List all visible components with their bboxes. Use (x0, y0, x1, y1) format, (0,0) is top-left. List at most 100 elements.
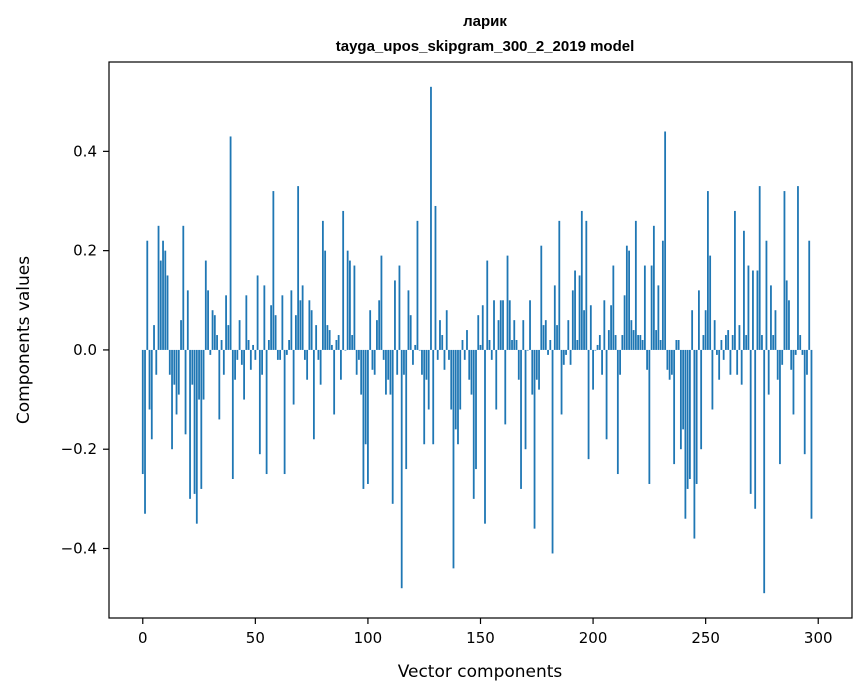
bar (698, 290, 700, 350)
bar (790, 349, 793, 370)
bar (655, 330, 658, 350)
bar (335, 340, 338, 350)
bar (745, 335, 748, 350)
bar (612, 265, 615, 350)
bar (412, 349, 414, 365)
bar (218, 349, 221, 420)
bar (351, 335, 354, 350)
bar (511, 340, 513, 350)
bar (378, 300, 381, 350)
bar (718, 349, 721, 380)
bar (238, 320, 241, 350)
bar (436, 349, 439, 360)
bar (540, 245, 543, 350)
bar (439, 320, 441, 350)
bar (650, 265, 653, 350)
bar (279, 349, 282, 360)
bar (290, 290, 293, 350)
bar (256, 275, 259, 350)
bar (315, 325, 318, 350)
bar (761, 335, 763, 350)
bar (785, 280, 788, 350)
bar (776, 349, 779, 380)
bar (562, 349, 565, 365)
y-axis-label: Components values (14, 256, 34, 424)
bar (479, 344, 482, 350)
bar (736, 349, 739, 375)
bar (704, 310, 707, 350)
bar (349, 260, 351, 350)
bar (571, 290, 574, 350)
bar (225, 295, 227, 350)
bar (398, 265, 401, 350)
bar (637, 335, 640, 350)
bar (808, 240, 811, 350)
bar (162, 240, 164, 350)
bar (193, 349, 196, 494)
bar (661, 240, 664, 350)
bar (364, 349, 367, 445)
bar (513, 320, 516, 350)
bar (448, 349, 450, 360)
bar (247, 340, 250, 350)
bar (418, 349, 421, 351)
bar (400, 349, 403, 589)
bar (517, 349, 520, 380)
bar (488, 340, 491, 350)
bar (639, 335, 642, 350)
bar (675, 340, 678, 350)
bar (270, 305, 273, 350)
bar-series (141, 86, 813, 594)
bar (468, 349, 471, 380)
bar (765, 240, 768, 350)
bar (403, 349, 405, 375)
bar (182, 225, 185, 350)
bar (643, 265, 646, 350)
bar (407, 290, 410, 350)
bar (427, 349, 430, 410)
bar (688, 349, 691, 479)
bar (538, 349, 540, 390)
bar (594, 349, 597, 351)
bar (794, 349, 797, 355)
bar (249, 349, 252, 370)
bar (342, 210, 345, 350)
bar (693, 349, 696, 539)
y-axis-ticks: −0.4 −0.2 0.0 0.2 0.4 (61, 142, 109, 558)
bar (475, 349, 477, 470)
bar (245, 295, 248, 350)
bar (497, 320, 500, 350)
bar (493, 300, 495, 350)
bar (376, 320, 378, 350)
bar (443, 349, 446, 370)
bar (679, 349, 682, 450)
bar (150, 349, 153, 440)
bar (605, 349, 608, 440)
bar (358, 349, 360, 360)
bar (369, 310, 372, 350)
bar (695, 349, 698, 484)
bar (459, 349, 462, 410)
bar (630, 320, 633, 350)
bar (767, 349, 770, 395)
bar (556, 325, 558, 350)
x-tick-label: 50 (246, 629, 265, 647)
plot-frame (108, 61, 853, 619)
x-tick-label: 0 (138, 629, 148, 647)
bar (211, 310, 214, 350)
bar (486, 260, 489, 350)
bar (445, 310, 448, 350)
bar (646, 349, 649, 370)
bar (396, 349, 399, 375)
bar (752, 270, 754, 350)
bar (265, 349, 268, 475)
bar (385, 349, 387, 395)
x-tick-label: 250 (691, 629, 720, 647)
bar (632, 330, 635, 350)
x-tick-label: 100 (354, 629, 383, 647)
bar (391, 349, 394, 504)
bar (574, 270, 576, 350)
bar (774, 310, 777, 350)
